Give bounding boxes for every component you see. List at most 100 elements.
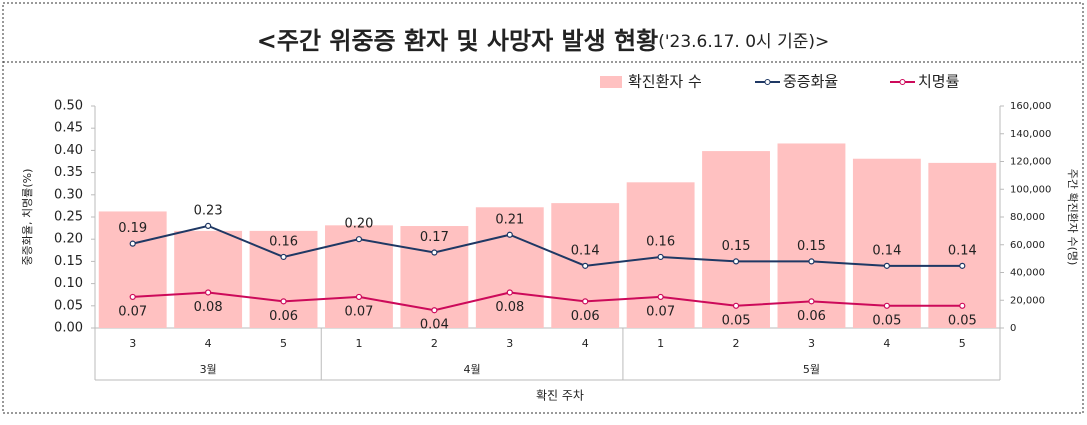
- y-tick-label: 0.00: [54, 321, 83, 336]
- point: [129, 240, 136, 247]
- data-label: 0.14: [948, 243, 977, 258]
- data-label: 0.23: [194, 203, 223, 218]
- bar: [475, 207, 544, 328]
- y2-tick-label: 20,000: [1010, 295, 1045, 306]
- data-label: 0.15: [722, 239, 751, 254]
- y-tick-label: 0.30: [54, 187, 83, 202]
- point: [431, 249, 438, 256]
- legend-label: 치명률: [918, 73, 960, 91]
- point: [582, 262, 589, 269]
- y-axis-title: 중증화율, 치명률(%): [21, 169, 34, 266]
- y2-tick-label: 0: [1010, 323, 1016, 334]
- point: [355, 293, 363, 301]
- point: [582, 298, 589, 305]
- point: [431, 307, 438, 314]
- data-label: 0.06: [797, 309, 826, 324]
- data-label: 0.16: [269, 234, 298, 249]
- data-label: 0.20: [344, 217, 373, 232]
- y-tick-label: 0.20: [54, 232, 83, 247]
- data-label: 0.14: [571, 243, 600, 258]
- x-tick-label: 2: [431, 337, 438, 350]
- legend-swatch: [600, 76, 622, 88]
- y-tick-label: 0.15: [54, 254, 83, 269]
- point: [657, 293, 664, 301]
- x-tick-label: 4: [205, 337, 212, 350]
- y2-tick-label: 160,000: [1010, 101, 1051, 112]
- line: [132, 224, 963, 267]
- bar: [777, 143, 846, 328]
- data-label: 0.17: [420, 230, 449, 245]
- y-tick-label: 0.40: [54, 143, 83, 158]
- point: [280, 298, 287, 305]
- legend-marker: [899, 79, 906, 85]
- group-label: 5월: [803, 363, 820, 376]
- data-label: 0.06: [269, 309, 298, 324]
- data-label: 0.21: [495, 212, 524, 227]
- y2-tick-label: 100,000: [1010, 184, 1051, 195]
- legend-label: 확진환자 수: [628, 73, 702, 91]
- x-axis-title: 확진 주차: [536, 389, 584, 403]
- y2-tick-label: 140,000: [1010, 129, 1051, 140]
- title-main: <주간 위중증 환자 및 사망자 발생 현황: [257, 27, 658, 55]
- data-label: 0.07: [118, 304, 147, 319]
- data-label: 0.05: [722, 313, 751, 328]
- point: [280, 253, 287, 261]
- point: [883, 302, 890, 309]
- data-label: 0.04: [420, 318, 449, 333]
- x-tick-label: 3: [808, 337, 815, 350]
- point: [808, 298, 815, 305]
- point: [732, 302, 740, 309]
- bar: [174, 230, 243, 328]
- y-tick-label: 0.45: [54, 121, 83, 136]
- data-label: 0.07: [344, 304, 373, 319]
- bar: [98, 211, 167, 328]
- x-tick-label: 4: [582, 337, 589, 350]
- point: [205, 289, 212, 296]
- data-label: 0.07: [646, 304, 675, 319]
- point: [506, 289, 513, 296]
- data-label: 0.08: [495, 300, 524, 315]
- data-label: 0.16: [646, 234, 675, 249]
- title-note: ('23.6.17. 0시 기준)>: [658, 32, 829, 52]
- point: [883, 262, 890, 269]
- legend-marker: [764, 79, 771, 85]
- point: [129, 293, 136, 301]
- point: [506, 231, 513, 238]
- y-tick-label: 0.50: [54, 99, 83, 114]
- x-tick-label: 1: [657, 337, 664, 350]
- point: [205, 222, 212, 229]
- x-tick-label: 5: [280, 337, 287, 350]
- data-label: 0.19: [118, 221, 147, 236]
- y2-tick-label: 60,000: [1010, 240, 1045, 251]
- x-tick-label: 1: [355, 337, 362, 350]
- y2-axis-title: 주간 확진환자 수(명): [1066, 169, 1079, 266]
- bar: [928, 162, 997, 328]
- point: [732, 258, 740, 265]
- x-tick-label: 2: [733, 337, 740, 350]
- chart-title: <주간 위중증 환자 및 사망자 발생 현황('23.6.17. 0시 기준)>: [257, 27, 829, 55]
- y2-tick-label: 120,000: [1010, 157, 1051, 168]
- point: [959, 302, 966, 309]
- legend-label: 중증화율: [783, 73, 838, 91]
- point: [657, 253, 664, 261]
- y2-tick-label: 80,000: [1010, 212, 1045, 223]
- group-label: 3월: [200, 363, 217, 376]
- y-tick-label: 0.25: [54, 210, 83, 225]
- x-tick-label: 3: [506, 337, 513, 350]
- line: [132, 291, 963, 312]
- group-label: 4월: [464, 363, 481, 376]
- y-tick-label: 0.05: [54, 298, 83, 313]
- x-tick-label: 5: [959, 337, 966, 350]
- data-label: 0.06: [571, 309, 600, 324]
- data-label: 0.14: [872, 243, 901, 258]
- data-label: 0.05: [872, 313, 901, 328]
- y-tick-label: 0.10: [54, 276, 83, 291]
- data-label: 0.15: [797, 239, 826, 254]
- y2-tick-label: 40,000: [1010, 268, 1045, 279]
- point: [355, 236, 363, 243]
- data-label: 0.08: [194, 300, 223, 315]
- y-tick-label: 0.35: [54, 165, 83, 180]
- x-tick-label: 4: [883, 337, 890, 350]
